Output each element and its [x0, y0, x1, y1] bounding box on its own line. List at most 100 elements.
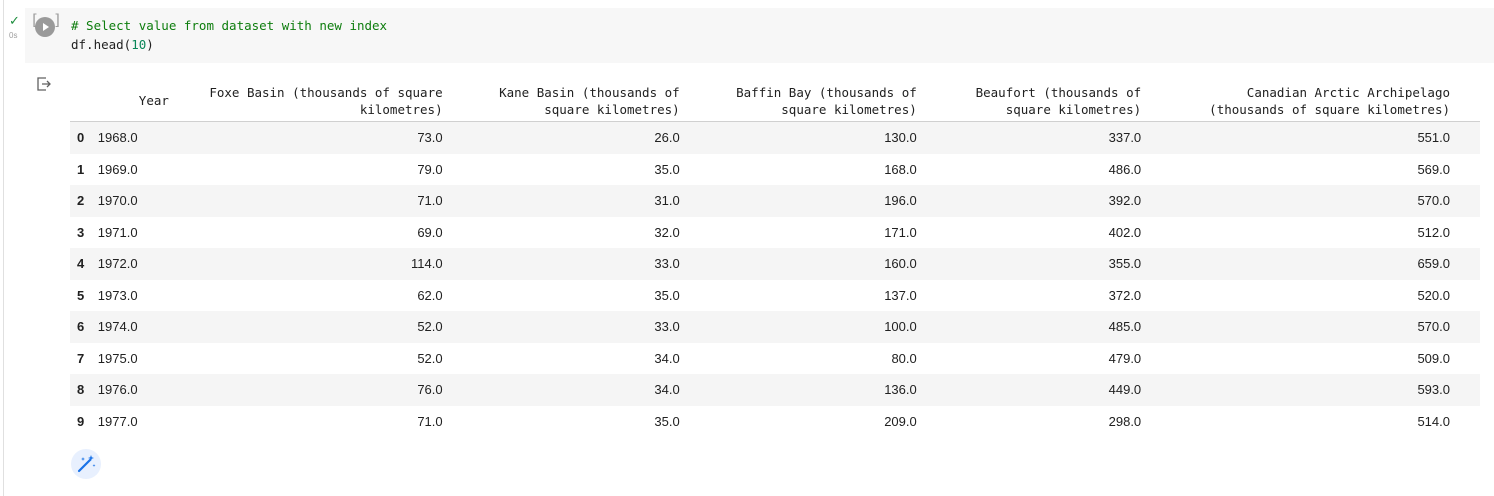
- table-cell: 298.0: [1108, 413, 1142, 429]
- column-header-index: [70, 75, 98, 122]
- magic-wand-icon[interactable]: [71, 449, 101, 479]
- table-cell: 136.0: [884, 382, 917, 398]
- table-header-row: Year Foxe Basin (thousands of square kil…: [70, 75, 1480, 122]
- table-cell: 512.0: [1417, 224, 1450, 240]
- table-cell: 52.0: [417, 319, 443, 335]
- table-cell: 196.0: [884, 193, 917, 209]
- table-cell: 1976.0: [97, 382, 138, 398]
- row-index: 0: [77, 130, 85, 146]
- table-cell: 402.0: [1108, 224, 1142, 240]
- table-cell: 33.0: [654, 256, 680, 272]
- table-row: 7 1975.0 52.0 34.0 80.0 479.0 509.0: [70, 343, 1480, 375]
- row-index: 3: [77, 224, 85, 240]
- table-cell: 372.0: [1108, 287, 1142, 303]
- execution-bracket-close: ]: [53, 11, 63, 29]
- column-header: Year: [97, 75, 169, 122]
- code-line-call[interactable]: df.head(10): [71, 37, 154, 53]
- table-cell: 209.0: [884, 413, 917, 429]
- table-cell: 337.0: [1108, 130, 1142, 146]
- table-cell: 35.0: [654, 161, 680, 177]
- column-header: Kane Basin (thousands of square kilometr…: [442, 75, 680, 122]
- table-cell: 33.0: [654, 319, 680, 335]
- table-row: 8 1976.0 76.0 34.0 136.0 449.0 593.0: [70, 374, 1480, 406]
- row-index: 4: [77, 256, 85, 272]
- dataframe-table: Year Foxe Basin (thousands of square kil…: [70, 75, 1480, 437]
- table-cell: 52.0: [417, 350, 443, 366]
- table-row: 4 1972.0 114.0 33.0 160.0 355.0 659.0: [70, 248, 1480, 280]
- table-cell: 71.0: [417, 193, 443, 209]
- table-cell: 1972.0: [97, 256, 138, 272]
- row-index: 8: [77, 382, 85, 398]
- table-cell: 659.0: [1417, 256, 1450, 272]
- table-cell: 570.0: [1417, 319, 1450, 335]
- table-cell: 160.0: [884, 256, 917, 272]
- play-circle-icon[interactable]: [35, 17, 55, 37]
- table-cell: 79.0: [417, 161, 443, 177]
- table-cell: 570.0: [1417, 193, 1450, 209]
- table-row: 2 1970.0 71.0 31.0 196.0 392.0 570.0: [70, 185, 1480, 217]
- row-index: 6: [77, 319, 85, 335]
- table-cell: 62.0: [417, 287, 443, 303]
- table-cell: 520.0: [1417, 287, 1450, 303]
- table-cell: 114.0: [411, 256, 443, 272]
- table-cell: 479.0: [1108, 350, 1142, 366]
- table-cell: 26.0: [654, 130, 680, 146]
- table-cell: 76.0: [417, 382, 443, 398]
- column-header: Canadian Arctic Archipelago (thousands o…: [1141, 75, 1480, 122]
- table-cell: 35.0: [654, 287, 680, 303]
- table-row: 3 1971.0 69.0 32.0 171.0 402.0 512.0: [70, 217, 1480, 249]
- table-cell: 32.0: [654, 224, 680, 240]
- execution-success-icon: ✓: [9, 13, 20, 28]
- notebook-gutter-border: [3, 0, 4, 496]
- table-cell: 1973.0: [97, 287, 138, 303]
- table-cell: 355.0: [1108, 256, 1142, 272]
- table-cell: 80.0: [891, 350, 917, 366]
- table-cell: 1974.0: [97, 319, 138, 335]
- row-index: 2: [77, 193, 85, 209]
- execution-bracket-open: [: [30, 11, 40, 29]
- code-line-comment[interactable]: # Select value from dataset with new ind…: [71, 18, 388, 33]
- code-paren: ): [146, 37, 154, 52]
- table-cell: 34.0: [654, 382, 680, 398]
- table-row: 5 1973.0 62.0 35.0 137.0 372.0 520.0: [70, 280, 1480, 312]
- table-cell: 100.0: [884, 319, 917, 335]
- table-cell: 1969.0: [97, 161, 138, 177]
- table-cell: 69.0: [417, 224, 443, 240]
- column-header: Baffin Bay (thousands of square kilometr…: [679, 75, 917, 122]
- column-header: Foxe Basin (thousands of square kilometr…: [168, 75, 443, 122]
- table-cell: 1970.0: [97, 193, 138, 209]
- table-cell: 73.0: [417, 130, 443, 146]
- table-cell: 485.0: [1108, 319, 1142, 335]
- table-cell: 449.0: [1108, 382, 1142, 398]
- table-row: 6 1974.0 52.0 33.0 100.0 485.0 570.0: [70, 311, 1480, 343]
- table-row: 1 1969.0 79.0 35.0 168.0 486.0 569.0: [70, 154, 1480, 186]
- table-cell: 34.0: [654, 350, 680, 366]
- table-cell: 1968.0: [97, 130, 138, 146]
- output-arrow-icon[interactable]: [36, 76, 52, 92]
- execution-time: 0s: [9, 31, 18, 40]
- table-row: 9 1977.0 71.0 35.0 209.0 298.0 514.0: [70, 406, 1480, 438]
- table-row: 0 1968.0 73.0 26.0 130.0 337.0 551.0: [70, 121, 1480, 154]
- row-index: 5: [77, 287, 85, 303]
- table-cell: 486.0: [1108, 161, 1142, 177]
- table-cell: 1977.0: [97, 413, 138, 429]
- row-index: 9: [77, 413, 85, 429]
- table-cell: 35.0: [654, 413, 680, 429]
- row-index: 1: [77, 161, 85, 177]
- code-arg: 10: [131, 37, 147, 52]
- code-fn: df.head(: [71, 37, 132, 52]
- table-cell: 551.0: [1417, 130, 1450, 146]
- table-cell: 593.0: [1417, 382, 1450, 398]
- table-cell: 171.0: [884, 224, 917, 240]
- row-index: 7: [77, 350, 85, 366]
- column-header: Beaufort (thousands of square kilometres…: [916, 75, 1142, 122]
- table-cell: 569.0: [1417, 161, 1450, 177]
- table-cell: 514.0: [1417, 413, 1450, 429]
- table-cell: 1975.0: [97, 350, 138, 366]
- table-cell: 130.0: [884, 130, 917, 146]
- table-cell: 71.0: [417, 413, 443, 429]
- table-cell: 1971.0: [97, 224, 138, 240]
- code-cell-input[interactable]: [25, 8, 1494, 63]
- table-cell: 392.0: [1108, 193, 1142, 209]
- table-cell: 509.0: [1417, 350, 1450, 366]
